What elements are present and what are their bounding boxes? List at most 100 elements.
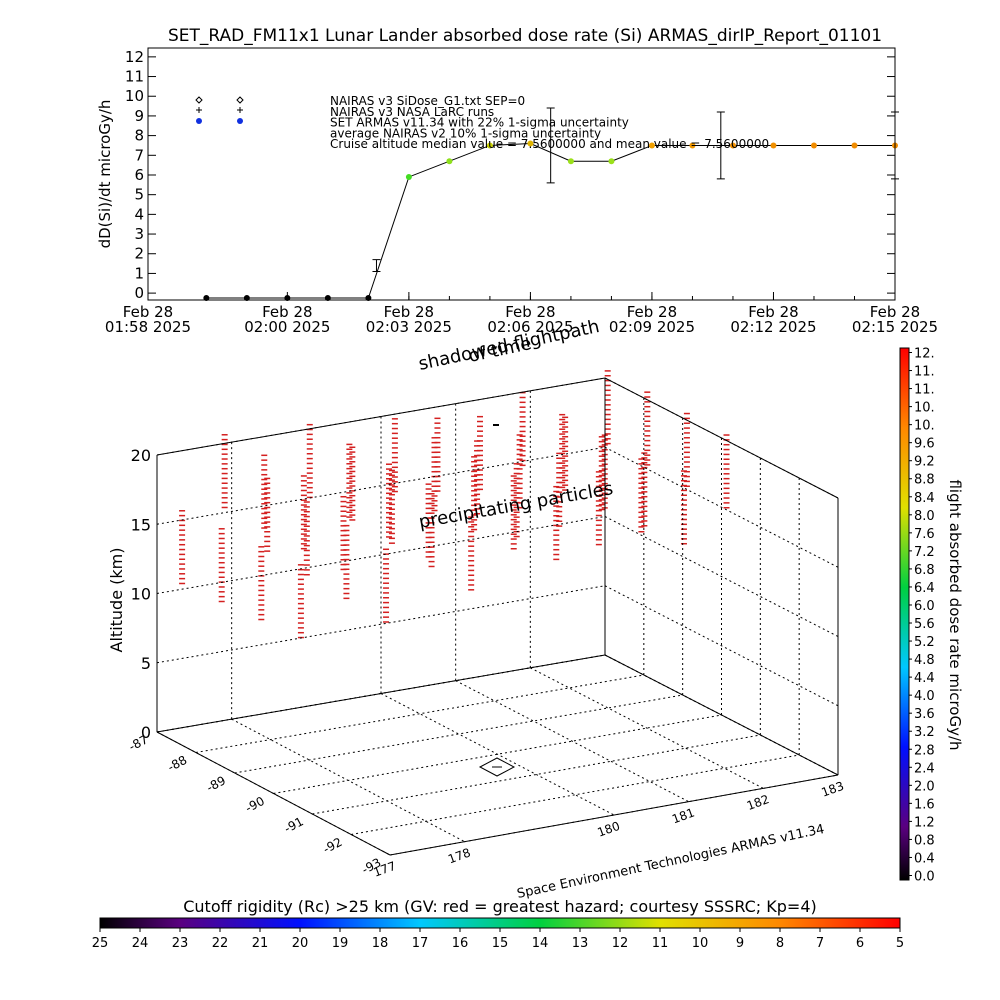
x-tick-label: Feb 28 02:12 2025 (730, 303, 817, 336)
y-tick-label: 4 (134, 205, 144, 223)
z-axis-label: Altitude (km) (107, 548, 126, 653)
colorbar-tick-label: 4.8 (914, 653, 935, 668)
colorbar-label: flight absorbed dose rate microGy/h (946, 479, 964, 750)
data-point (486, 142, 493, 149)
data-point (810, 142, 817, 149)
x-tick-label: 182 (745, 792, 771, 813)
y-tick-label: 1 (134, 264, 144, 282)
colorbar-tick-label: 19 (332, 936, 349, 951)
chart-title: SET_RAD_FM11x1 Lunar Lander absorbed dos… (168, 26, 882, 46)
colorbar-tick-label: 7.6 (914, 527, 935, 542)
colorbar (899, 347, 910, 881)
grid-line (604, 516, 839, 637)
grid-line (273, 714, 722, 794)
data-point (405, 173, 412, 180)
colorbar-tick-label: 6.8 (914, 563, 935, 578)
y-tick-label: 11 (125, 68, 144, 86)
colorbar-tick-label: 16 (452, 936, 469, 951)
error-bar (716, 111, 725, 180)
y-tick-label: -89 (204, 773, 228, 795)
grid-line (156, 516, 606, 594)
y-tick-label: 0 (134, 284, 144, 302)
colorbar-tick-label: 11. (914, 383, 935, 398)
data-point (608, 158, 615, 165)
data-point (203, 295, 210, 302)
grid-line (156, 377, 606, 456)
z-tick-label: 15 (131, 515, 151, 534)
flightpath-marker (478, 757, 516, 777)
colorbar-tick-label: 8.4 (914, 491, 935, 506)
colorbar-tick-label: 8.0 (914, 509, 935, 524)
colorbar-tick-label: 3.6 (914, 707, 935, 722)
legend-text: NAIRAS v3 NASA LaRC runs (330, 105, 494, 119)
colorbar-tick-label: 0.8 (914, 833, 935, 848)
data-point (851, 142, 858, 149)
error-bar (891, 111, 899, 180)
x-tick-label: Feb 28 02:06 2025 (487, 303, 574, 336)
z-tick-label: 0 (141, 723, 151, 742)
colorbar-tick-label: 7.2 (914, 545, 935, 560)
x-tick-label: 183 (819, 779, 845, 800)
y-tick-label: -88 (165, 753, 189, 775)
grid-line (455, 680, 689, 803)
grid-line (351, 754, 800, 835)
colorbar-tick-label: 5.6 (914, 617, 935, 632)
colorbar-tick-label: 5 (896, 936, 904, 951)
legend-text: average NAIRAS v2 10% 1-sigma uncertaint… (330, 126, 601, 140)
colorbar-tick-label: 18 (372, 936, 389, 951)
y-tick-label: 10 (125, 87, 144, 105)
grid-line (389, 774, 839, 856)
legend-symbol (237, 118, 243, 124)
data-point (324, 295, 331, 302)
colorbar-tick-label: 10 (692, 936, 709, 951)
grid-line (156, 585, 606, 664)
x-tick-label: Feb 28 02:15 2025 (851, 303, 939, 336)
grid-line (156, 654, 606, 733)
legend-symbol (196, 118, 202, 124)
grid-line (156, 446, 606, 525)
legend-text: Cruise altitude median value = 7.5600000… (330, 137, 769, 151)
colorbar-tick-label: 17 (412, 936, 429, 951)
colorbar-tick-label: 1.2 (914, 815, 935, 830)
colorbar-tick-label: 6.4 (914, 581, 935, 596)
colorbar-tick-label: 13 (572, 936, 589, 951)
x-tick-label: Feb 28 02:09 2025 (608, 303, 696, 336)
y-tick-label: 12 (125, 48, 144, 66)
colorbar-tick-label: 21 (252, 936, 269, 951)
colorbar-tick-label: 6.0 (914, 599, 935, 614)
y-tick-label: 6 (134, 166, 144, 184)
data-point (729, 142, 736, 149)
x-tick-label: Feb 28 02:00 2025 (244, 303, 331, 336)
colorbar-tick-label: 0.0 (914, 869, 935, 884)
colorbar-tick-label: 23 (172, 936, 189, 951)
legend-symbol (196, 107, 243, 113)
colorbar-tick-label: 25 (92, 936, 109, 951)
x-tick-label: 181 (670, 805, 696, 826)
colorbar-tick-label: 14 (532, 936, 549, 951)
colorbar (99, 917, 901, 929)
data-point (689, 142, 696, 149)
z-tick-label: 10 (131, 585, 151, 604)
colorbar-tick-label: 10. (914, 419, 935, 434)
colorbar-tick-label: 6 (856, 936, 864, 951)
colorbar-tick-label: 2.0 (914, 779, 935, 794)
colorbar-tick-label: 15 (492, 936, 509, 951)
x-tick-label: 178 (446, 845, 472, 866)
z-tick-label: 5 (141, 654, 151, 673)
colorbar-tick-label: 20 (292, 936, 309, 951)
grid-line (530, 667, 764, 789)
data-point (365, 295, 372, 302)
colorbar-tick-label: 3.2 (914, 725, 935, 740)
annotation: Space Environment Technologies ARMAS v11… (516, 822, 826, 902)
data-point (243, 295, 250, 302)
y-tick-label: -92 (321, 835, 345, 857)
grid-line (380, 693, 615, 816)
data-point (770, 142, 777, 149)
plot-frame (147, 47, 896, 301)
colorbar-title: Cutoff rigidity (Rc) >25 km (GV: red = g… (183, 897, 817, 916)
y-tick-label: 5 (134, 186, 144, 204)
x-tick-label: Feb 28 02:03 2025 (365, 303, 452, 336)
x-tick-label: Feb 28 01:58 2025 (104, 303, 192, 336)
